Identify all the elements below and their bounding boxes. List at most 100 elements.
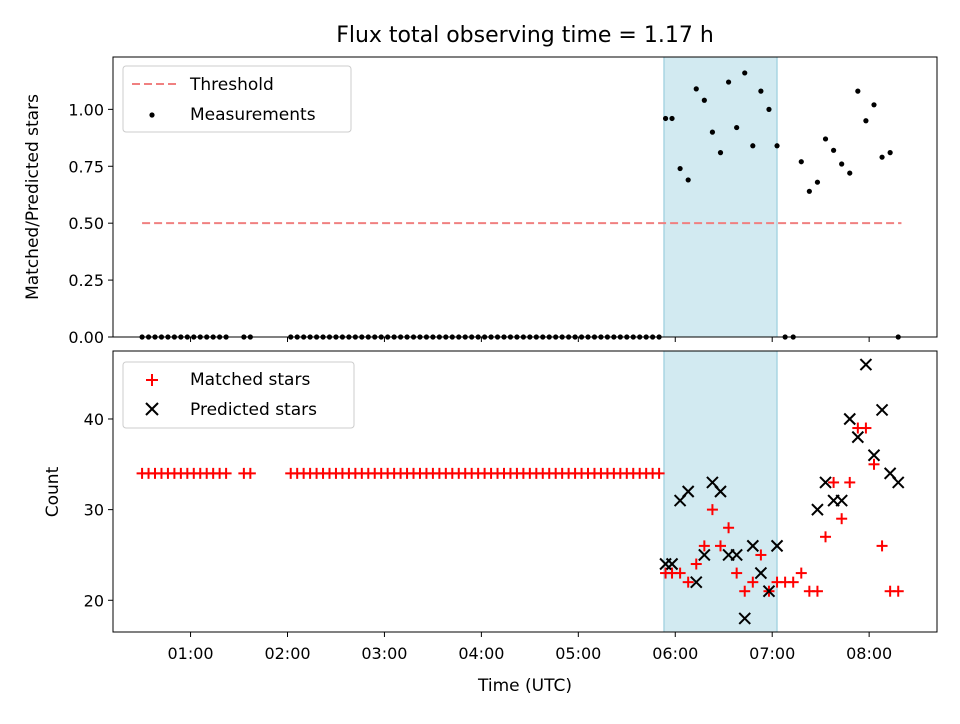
matched-point [706,504,718,516]
top-y-tick-label: 0.75 [68,157,104,176]
measurement-point [774,143,780,149]
matched-legend-label: Matched stars [190,370,310,390]
predicted-point [698,548,711,562]
bottom-panel: 01:00 02:00 03:00 04:00 05:00 06:00 07:00 08:00… [43,350,938,696]
bottom-x-tick-label: 06:00 [652,644,698,663]
predicted-point [770,539,784,553]
bottom-x-tick-label: 04:00 [458,644,504,663]
measurement-point [693,86,699,92]
measurements-legend-label: Measurements [190,105,316,125]
measurement-point [701,97,707,103]
matched-point [828,476,840,488]
bottom-x-tick-label: 07:00 [749,644,795,663]
top-ylabel: Matched/Predicted stars [23,94,43,300]
measurement-point [725,79,732,85]
bottom-x-tick-label: 02:00 [264,644,310,663]
matched-point [747,576,759,588]
matched-point [674,567,686,579]
measurement-point [709,129,716,135]
top-observing-window [663,56,778,338]
chart-title: Flux total observing time = 1.17 h [336,23,714,48]
measurements-legend-icon [149,112,155,118]
matched-point [876,540,888,552]
measurement-point [758,88,764,94]
predicted-point [875,403,889,417]
matched-point [787,576,799,588]
predicted-point [681,485,695,498]
measurement-point [887,150,893,156]
threshold-legend-label: Threshold [189,75,274,95]
matched-point [868,458,880,470]
predicted-point [714,485,727,498]
matched-point [844,476,856,488]
top-legend-box [122,65,352,133]
matched-point [244,467,256,479]
measurement-point [662,115,669,122]
matched-point [892,585,904,597]
x-axis-label: Time (UTC) [477,676,572,696]
matched-point [653,467,665,479]
top-panel: 0.00 0.25 0.50 0.75 1.00 Matched/Predicted s… [23,56,938,347]
predicted-point [843,412,856,426]
matched-point [755,549,767,561]
matched-point [690,558,702,570]
measurement-point [750,143,756,149]
bottom-y-tick-label: 40 [84,410,104,429]
measurement-point [798,159,804,165]
predicted-point [892,476,905,489]
matched-point [731,567,743,579]
matched-point [698,540,710,552]
predicted-point [730,548,743,562]
matched-point [795,567,807,579]
matched-point [836,513,848,525]
measurement-point [814,179,821,185]
measurement-point [847,170,853,176]
measurement-point [766,106,772,112]
measurement-point [685,177,691,183]
bottom-y-tick-label: 20 [84,591,104,610]
bottom-x-tick-label: 05:00 [555,644,601,663]
top-y-tick-label: 0.50 [68,214,104,233]
measurement-point [822,136,829,142]
predicted-point [738,612,751,625]
predicted-point [811,503,824,516]
top-y-tick-label: 1.00 [68,100,104,119]
predicted-point [754,566,768,580]
bottom-x-tick-label: 08:00 [846,644,892,663]
matched-point [860,422,872,434]
top-axes-frame [112,56,938,338]
measurement-point [871,102,877,108]
measurement-point [855,88,861,94]
measurement-point [806,188,812,194]
predicted-point [859,358,873,371]
measurement-point [717,150,724,156]
matched-point [714,540,726,552]
top-legend: Threshold Measurements [122,65,352,133]
predicted-point [746,539,760,553]
predicted-point [819,476,832,489]
bottom-axes-frame [112,350,938,633]
matched-point [682,576,694,588]
top-y-tick-label: 0.25 [68,271,104,290]
matched-point [811,585,823,597]
measurement-point [839,161,845,167]
measurement-point [879,154,885,160]
measurement-point [734,124,740,131]
predicted-point [762,585,776,598]
bottom-x-tick-label: 01:00 [167,644,213,663]
matched-point [723,522,735,534]
measurement-point [669,115,675,122]
measurement-point [830,147,837,153]
predicted-legend-icon [145,402,159,416]
predicted-legend-label: Predicted stars [190,400,317,420]
predicted-point [690,575,703,589]
top-y-tick-label: 0.00 [68,328,104,347]
measurement-point [677,165,683,172]
bottom-ylabel: Count [43,466,63,517]
matched-point [220,467,232,479]
measurement-point [863,118,869,124]
bottom-y-tick-label: 30 [84,501,104,520]
matched-point [739,585,751,597]
predicted-point [835,494,848,507]
